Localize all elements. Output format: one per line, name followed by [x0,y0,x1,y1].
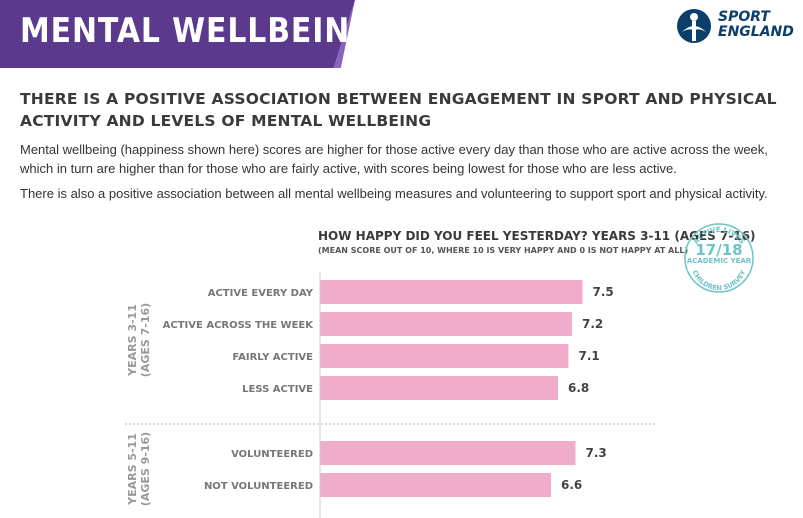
logo-text-line2: ENGLAND [718,24,794,40]
bar-1-0 [320,441,576,465]
bar-0-1 [320,312,572,336]
category-label-0-3: LESS ACTIVE [242,384,313,395]
badge-main-text: 17/18 [695,241,743,259]
badge-sub-text: ACADEMIC YEAR [686,257,752,265]
section-headline: THERE IS A POSITIVE ASSOCIATION BETWEEN … [20,90,777,130]
paragraph-volunteering: There is also a positive association bet… [20,186,768,201]
page-title: MENTAL WELLBEING [20,11,376,51]
logo-text-line1: SPORT [718,9,770,25]
bar-0-2 [320,344,569,368]
group-label-1: YEARS 5-11(AGES 9-16) [126,432,152,506]
value-label-0-1: 7.2 [582,317,603,331]
category-label-1-0: VOLUNTEERED [231,449,313,460]
value-label-1-1: 6.6 [561,478,582,492]
category-label-1-1: NOT VOLUNTEERED [204,481,313,492]
category-label-0-0: ACTIVE EVERY DAY [208,288,314,299]
category-label-0-1: ACTIVE ACROSS THE WEEK [163,320,315,331]
active-lives-badge: ACTIVE LIVES CHILDREN SURVEY 17/18 ACADE… [683,222,755,294]
sport-england-logo: SPORT ENGLAND [676,8,796,44]
bar-0-3 [320,376,558,400]
chart-subtitle: (MEAN SCORE OUT OF 10, WHERE 10 IS VERY … [318,246,689,255]
chart-title: HOW HAPPY DID YOU FEEL YESTERDAY? YEARS … [318,229,756,243]
value-label-0-3: 6.8 [568,381,589,395]
header-banner [0,0,355,68]
category-label-0-2: FAIRLY ACTIVE [232,352,313,363]
badge-ring-icon: ACTIVE LIVES CHILDREN SURVEY [684,223,754,293]
value-label-0-2: 7.1 [579,349,600,363]
value-label-1-0: 7.3 [586,446,607,460]
sport-england-logo-icon [677,9,711,43]
bar-1-1 [320,473,551,497]
group-label-0: YEARS 3-11(AGES 7-16) [126,303,152,377]
paragraph-intro: Mental wellbeing (happiness shown here) … [20,142,768,176]
value-label-0-0: 7.5 [593,285,614,299]
bar-0-0 [320,280,583,304]
